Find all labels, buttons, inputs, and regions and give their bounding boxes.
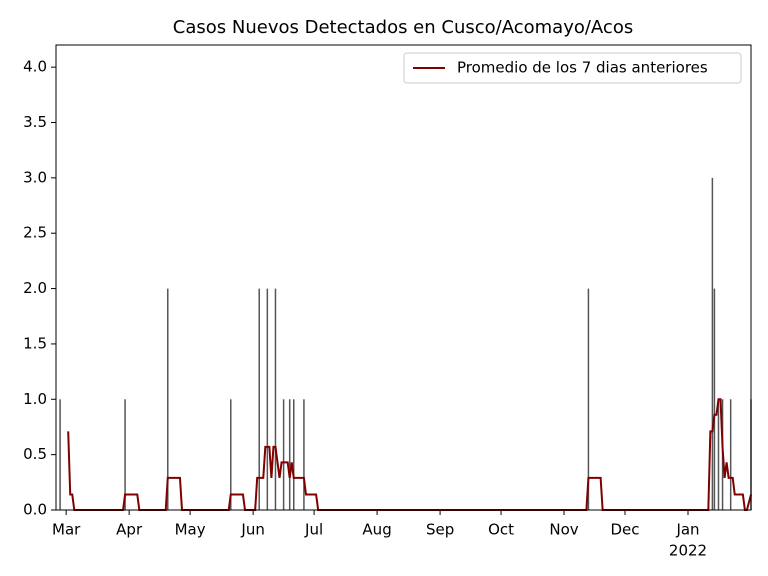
x-tick-label: Mar — [52, 521, 81, 539]
y-tick-label: 0.0 — [23, 501, 47, 519]
legend: Promedio de los 7 dias anteriores — [403, 52, 742, 84]
chart-title: Casos Nuevos Detectados en Cusco/Acomayo… — [173, 17, 633, 38]
x-tick-label: Jan — [675, 521, 699, 539]
y-tick-label: 2.0 — [23, 279, 47, 297]
line — [67, 398, 752, 511]
y-tick-label: 1.0 — [23, 390, 47, 408]
legend-label: Promedio de los 7 dias anteriores — [457, 59, 708, 77]
x-tick-label: Aug — [362, 521, 391, 539]
legend-frame — [403, 52, 742, 84]
y-tick-label: 3.0 — [23, 168, 47, 186]
x-tick-label: Oct — [488, 521, 514, 539]
plot-frame — [55, 44, 752, 511]
y-tick-label: 2.5 — [23, 224, 47, 242]
y-tick-label: 0.5 — [23, 445, 47, 463]
x-tick-label: Nov — [549, 521, 578, 539]
x-tick-label: Jul — [304, 521, 323, 539]
x-tick-label: May — [175, 521, 206, 539]
y-tick-label: 4.0 — [23, 58, 47, 76]
x-tick-label: Dec — [610, 521, 639, 539]
y-tick-label: 3.5 — [23, 113, 47, 131]
y-tick-label: 1.5 — [23, 334, 47, 352]
x-tick-label: Jun — [240, 521, 264, 539]
x-tick-label: Apr — [116, 521, 143, 539]
x-tick-label: Sep — [426, 521, 454, 539]
x-year-label: 2022 — [669, 542, 707, 560]
